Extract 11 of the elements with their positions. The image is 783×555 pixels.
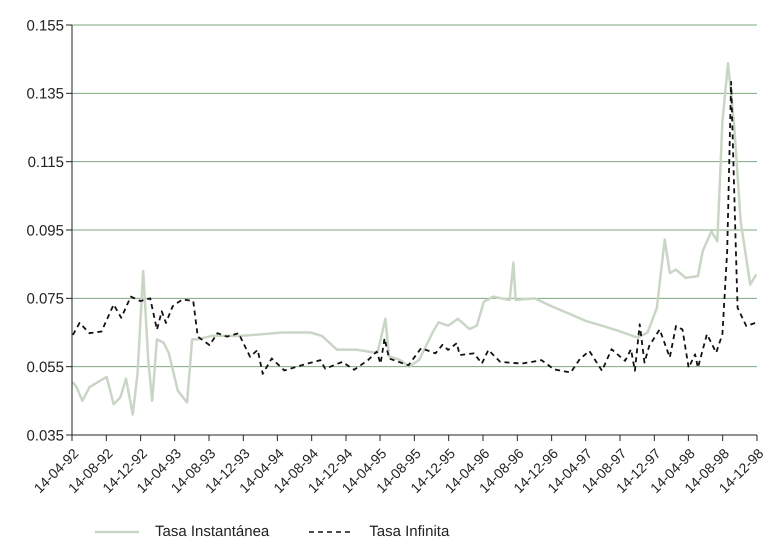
y-tick-label: 0.155	[26, 17, 64, 34]
line-series	[72, 80, 757, 375]
y-tick-label: 0.055	[26, 358, 64, 376]
y-tick-label: 0.035	[26, 427, 64, 444]
legend-label: Tasa Instantánea	[155, 523, 270, 540]
line-series	[72, 62, 757, 416]
y-tick-label: 0.135	[26, 86, 64, 103]
y-tick-label: 0.115	[28, 154, 64, 171]
y-tick-label: 0.095	[26, 222, 64, 240]
legend-label: Tasa Infinita	[369, 523, 450, 540]
y-tick-label: 0.075	[26, 290, 64, 308]
